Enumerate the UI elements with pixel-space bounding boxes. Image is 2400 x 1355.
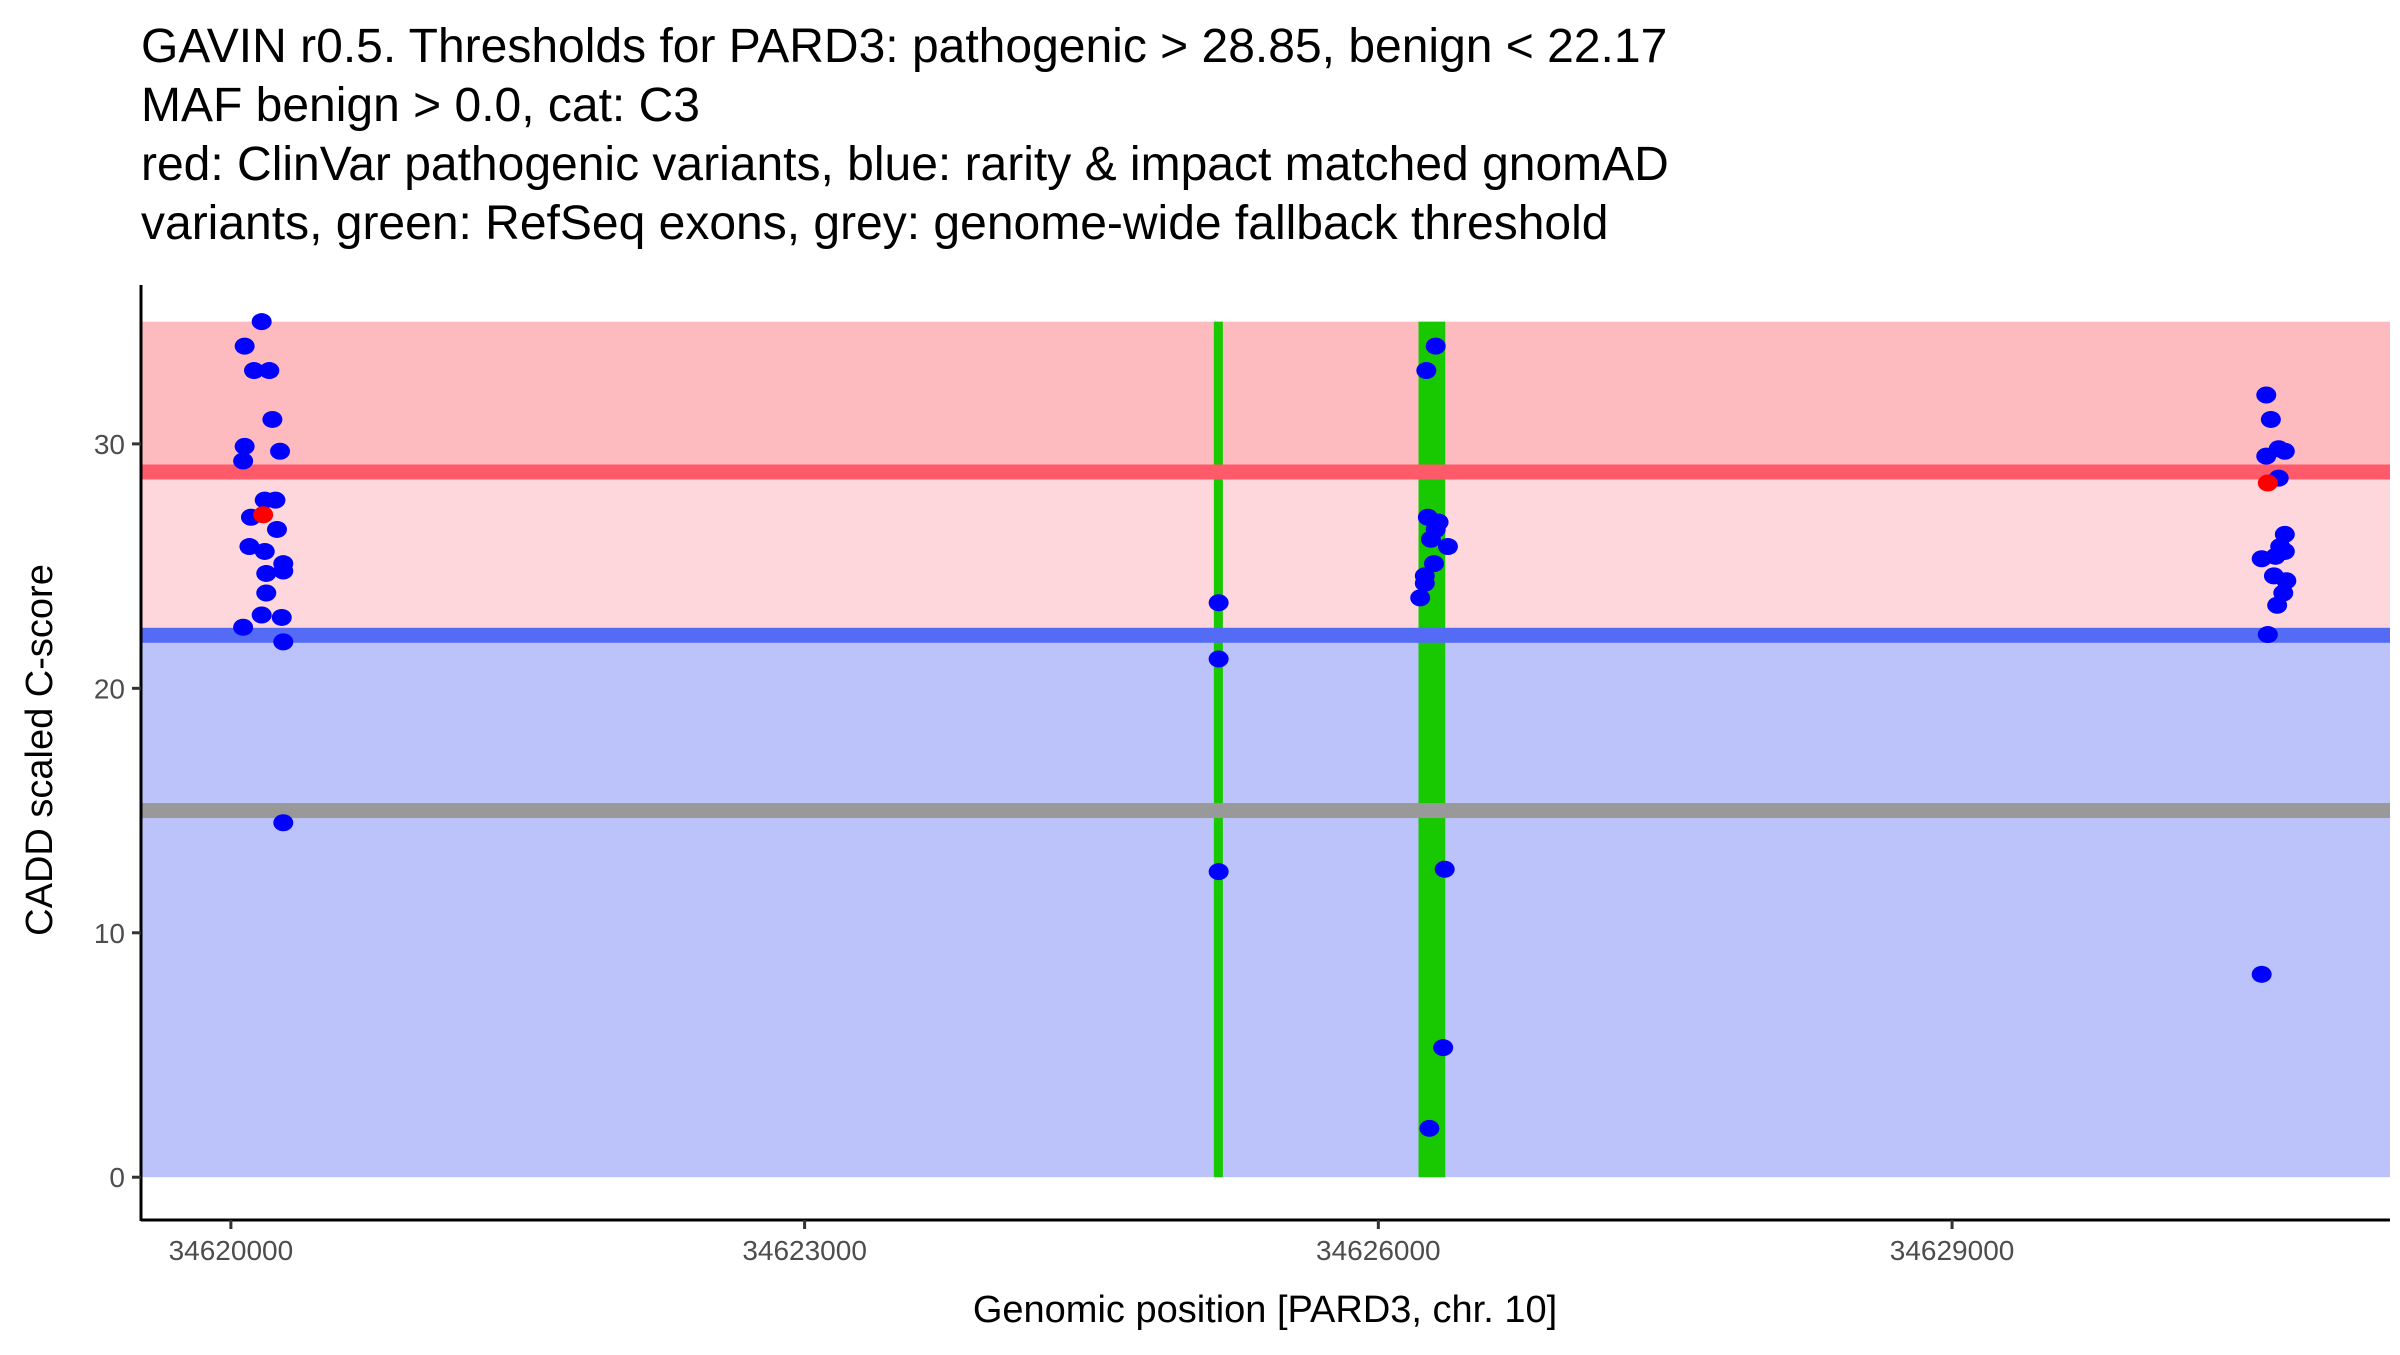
gnomad-point (1410, 589, 1431, 607)
gnomad-point (251, 606, 272, 624)
y-tick-label: 30 (94, 429, 125, 460)
gnomad-point (262, 410, 283, 428)
gnomad-point (239, 538, 260, 556)
title-line-3: red: ClinVar pathogenic variants, blue: … (141, 138, 1669, 191)
gnomad-point (1434, 860, 1455, 878)
gnomad-point (254, 542, 275, 560)
axes: 0 10 20 30 34620000 34623000 34626000 34629000 (94, 285, 2390, 1266)
gnomad-point (1425, 337, 1446, 355)
gnomad-point (1423, 555, 1444, 573)
title-line-2: MAF benign > 0.0, cat: C3 (141, 79, 700, 132)
data-points (233, 313, 2297, 1137)
gnomad-point (1437, 538, 1458, 556)
gnomad-point (251, 313, 272, 331)
threshold-bands (141, 321, 2390, 1178)
intermediate-band (141, 472, 2390, 636)
gnomad-point (2251, 965, 2272, 983)
gnomad-point (1208, 594, 1229, 612)
title-line-1: GAVIN r0.5. Thresholds for PARD3: pathog… (141, 20, 1667, 73)
benign-band (141, 635, 2390, 1178)
gnomad-point (2256, 386, 2277, 404)
gnomad-point (273, 562, 294, 580)
y-axis-label: CADD scaled C-score (19, 564, 61, 936)
gnomad-point (270, 442, 291, 460)
threshold-lines (141, 464, 2390, 819)
pathogenic-threshold-line (141, 464, 2390, 480)
gnomad-point (1420, 530, 1441, 548)
gnomad-point (1414, 574, 1435, 592)
gnomad-point (256, 564, 277, 582)
gnomad-point (265, 491, 286, 509)
gnomad-point (2260, 410, 2281, 428)
gnomad-point (2267, 596, 2288, 614)
x-tick-label: 34623000 (742, 1235, 867, 1266)
gnomad-point (271, 608, 292, 626)
pathogenic-band (141, 321, 2390, 472)
x-tick-label: 34629000 (1890, 1235, 2015, 1266)
gnomad-point (273, 633, 294, 651)
gnomad-point (234, 337, 255, 355)
y-tick-label: 0 (109, 1162, 125, 1193)
gnomad-point (233, 452, 254, 470)
gnomad-point (1208, 863, 1229, 881)
gnomad-point (266, 520, 287, 538)
exon-bars (1213, 321, 1446, 1178)
gnomad-point (234, 437, 255, 455)
benign-threshold-line (141, 627, 2390, 643)
clinvar-point (2257, 474, 2278, 492)
gnomad-point (256, 584, 277, 602)
y-tick-label: 10 (94, 918, 125, 949)
gnomad-point (233, 618, 254, 636)
fallback-threshold-line (141, 803, 2390, 819)
gnomad-point (1433, 1039, 1454, 1057)
gnomad-point (244, 362, 265, 380)
clinvar-point (253, 506, 274, 524)
chart-title: GAVIN r0.5. Thresholds for PARD3: pathog… (141, 20, 1669, 250)
gnomad-point (2274, 542, 2295, 560)
gnomad-point (2257, 626, 2278, 644)
exon-bar (1213, 321, 1223, 1178)
gnomad-point (1419, 1119, 1440, 1137)
gnomad-point (2274, 442, 2295, 460)
gnomad-point (1416, 362, 1437, 380)
exon-bar (1418, 321, 1446, 1178)
y-tick-label: 20 (94, 673, 125, 704)
x-tick-label: 34626000 (1316, 1235, 1441, 1266)
gnomad-point (273, 814, 294, 832)
x-axis-label: Genomic position [PARD3, chr. 10] (973, 1289, 1557, 1331)
gnomad-point (259, 362, 280, 380)
x-tick-label: 34620000 (169, 1235, 294, 1266)
title-line-4: variants, green: RefSeq exons, grey: gen… (141, 197, 1608, 250)
gnomad-point (1208, 650, 1229, 668)
